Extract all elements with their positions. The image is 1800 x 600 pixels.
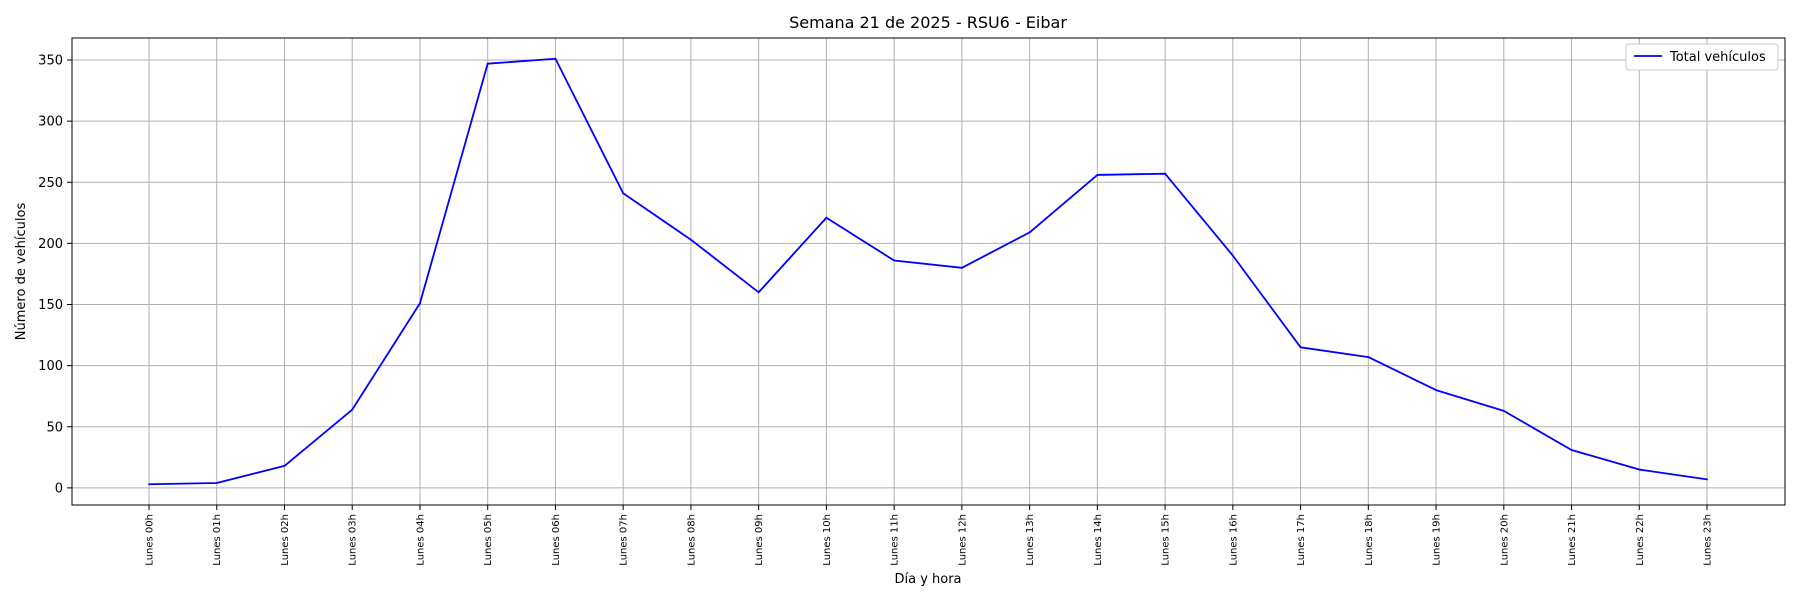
y-tick-label: 200 bbox=[38, 237, 63, 252]
x-tick-label: Lunes 14h bbox=[1093, 514, 1104, 566]
x-tick-label: Lunes 01h bbox=[212, 514, 223, 566]
y-tick-label: 0 bbox=[55, 481, 63, 496]
data-point bbox=[1638, 468, 1641, 471]
x-tick-label: Lunes 12h bbox=[957, 514, 968, 566]
x-tick-label: Lunes 04h bbox=[415, 514, 426, 566]
data-point bbox=[893, 259, 896, 262]
data-point bbox=[419, 302, 421, 305]
data-point bbox=[1096, 174, 1099, 176]
x-tick-label: Lunes 05h bbox=[483, 514, 494, 566]
series-layer bbox=[148, 57, 1708, 486]
y-tick-label: 50 bbox=[46, 420, 63, 435]
x-tick-label: Lunes 16h bbox=[1228, 514, 1239, 566]
data-point bbox=[1164, 172, 1166, 175]
y-tick-label: 350 bbox=[38, 54, 63, 69]
x-tick-label: Lunes 19h bbox=[1432, 514, 1443, 566]
y-tick-label: 100 bbox=[38, 359, 63, 374]
x-axis: Lunes 00h Lunes 01h Lunes 02h Lunes 03h Lune… bbox=[145, 505, 1714, 566]
legend-box bbox=[1625, 43, 1779, 71]
x-tick-label: Lunes 11h bbox=[890, 514, 901, 566]
x-tick-label: Lunes 17h bbox=[1296, 514, 1307, 566]
data-point bbox=[283, 464, 286, 467]
x-tick-label: Lunes 21h bbox=[1567, 514, 1578, 566]
y-axis-label: Número de vehículos bbox=[14, 203, 29, 341]
grid bbox=[72, 38, 1785, 505]
data-point bbox=[622, 192, 625, 195]
data-point bbox=[1231, 254, 1234, 257]
data-point bbox=[1367, 356, 1370, 358]
data-point bbox=[486, 62, 489, 65]
data-point bbox=[825, 216, 828, 219]
x-tick-label: Lunes 02h bbox=[280, 514, 291, 566]
y-tick-label: 250 bbox=[38, 176, 63, 191]
data-point bbox=[1706, 478, 1708, 481]
data-point bbox=[215, 482, 218, 484]
y-tick-label: 150 bbox=[38, 298, 63, 313]
y-tick-label: 300 bbox=[38, 115, 63, 130]
x-tick-label: Lunes 03h bbox=[348, 514, 359, 566]
x-tick-label: Lunes 22h bbox=[1635, 514, 1646, 566]
x-tick-label: Lunes 23h bbox=[1703, 514, 1714, 566]
chart-title: Semana 21 de 2025 - RSU6 - Eibar bbox=[789, 13, 1067, 32]
x-tick-label: Lunes 06h bbox=[551, 514, 562, 566]
x-tick-label: Lunes 09h bbox=[754, 514, 765, 566]
x-tick-label: Lunes 18h bbox=[1364, 514, 1375, 566]
data-point bbox=[1502, 409, 1505, 412]
series-line bbox=[148, 57, 1708, 486]
data-point bbox=[554, 57, 557, 60]
x-axis-label: Día y hora bbox=[894, 572, 961, 587]
x-tick-label: Lunes 20h bbox=[1499, 514, 1510, 566]
data-point bbox=[1570, 449, 1573, 451]
data-point bbox=[351, 408, 354, 411]
legend-label: Total vehículos bbox=[1669, 50, 1766, 65]
x-tick-label: Lunes 00h bbox=[145, 514, 156, 566]
plot-frame bbox=[71, 37, 1786, 506]
x-tick-label: Lunes 13h bbox=[1025, 514, 1036, 566]
data-point bbox=[1435, 389, 1437, 391]
data-point bbox=[757, 291, 760, 294]
data-point bbox=[1299, 346, 1302, 349]
y-axis: 0 50 100 150 200 250 300 350 bbox=[38, 54, 72, 496]
data-point bbox=[690, 238, 692, 241]
x-tick-label: Lunes 10h bbox=[822, 514, 833, 566]
data-point bbox=[1028, 231, 1031, 234]
x-tick-label: Lunes 07h bbox=[619, 514, 630, 566]
data-point bbox=[148, 483, 150, 486]
legend: Total vehículos bbox=[1625, 43, 1779, 71]
data-point bbox=[960, 266, 963, 269]
x-tick-label: Lunes 08h bbox=[686, 514, 697, 566]
x-tick-label: Lunes 15h bbox=[1161, 514, 1172, 566]
